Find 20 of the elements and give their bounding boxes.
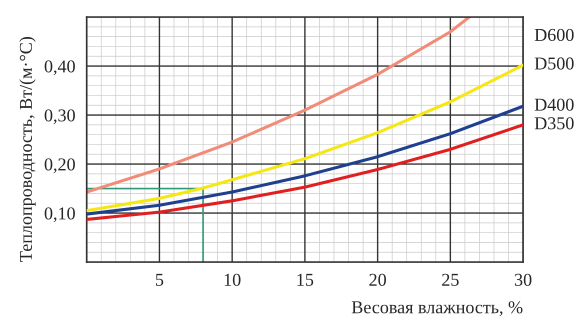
line-series: [86, 104, 524, 216]
line-series: [86, 17, 471, 194]
y-tick-label: 0,40: [44, 60, 75, 76]
series-label: D400: [534, 98, 574, 111]
line-series: [86, 64, 524, 212]
y-tick-label: 0,10: [44, 207, 75, 222]
x-tick-label: 5: [156, 274, 164, 286]
x-tick-label: 20: [369, 274, 386, 286]
line-series: [86, 123, 524, 221]
x-axis-title: Весовая влажность, %: [352, 301, 522, 316]
y-tick-label: 0,30: [44, 109, 75, 124]
x-tick-label: 30: [514, 274, 532, 286]
text: D600: [534, 28, 574, 42]
x-tick-label: 10: [224, 274, 241, 286]
series-label: D350: [534, 117, 574, 130]
y-axis-title: Теплопроводность, Вт/(м·°С): [19, 36, 36, 262]
x-tick-label: 15: [297, 274, 314, 286]
series-label: D500: [534, 57, 574, 70]
y-tick-label: 0,20: [44, 158, 75, 174]
x-tick-label: 25: [442, 274, 459, 286]
